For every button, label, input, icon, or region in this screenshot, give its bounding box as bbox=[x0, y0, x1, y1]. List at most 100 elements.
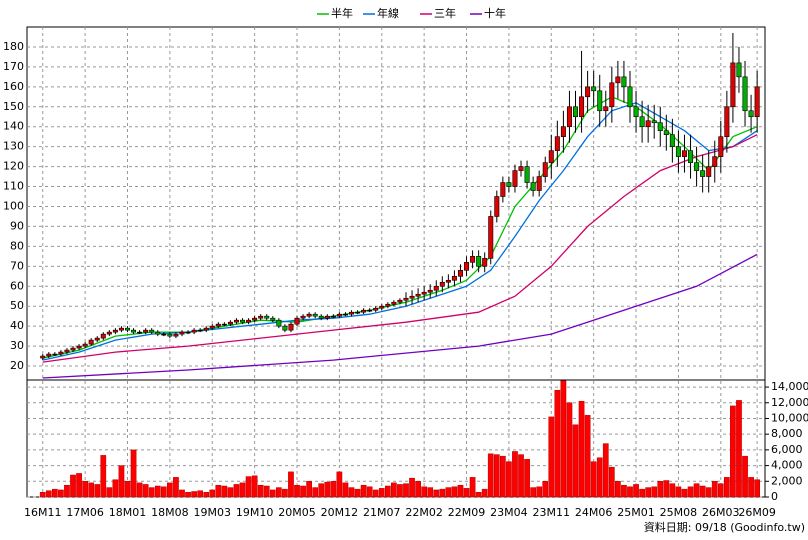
volume-bar bbox=[705, 487, 712, 498]
volume-bar bbox=[621, 484, 627, 498]
candle-body bbox=[221, 323, 227, 326]
candle-body bbox=[560, 126, 566, 137]
candle-body bbox=[700, 170, 706, 177]
volume-bar bbox=[469, 477, 476, 498]
volume-bar bbox=[518, 454, 524, 498]
volume-bar bbox=[173, 477, 179, 498]
candle-body bbox=[421, 291, 427, 295]
volume-bar bbox=[639, 488, 645, 498]
candle-body bbox=[330, 315, 336, 318]
volume-bar bbox=[669, 483, 676, 498]
volume-bar bbox=[663, 480, 670, 498]
volume-bar bbox=[481, 488, 488, 498]
volume-bar bbox=[572, 424, 579, 498]
x-tick-label: 19M03 bbox=[194, 506, 232, 519]
volume-bar bbox=[506, 461, 512, 498]
volume-bar bbox=[142, 484, 149, 498]
volume-bar bbox=[330, 481, 337, 498]
candle-body bbox=[173, 333, 179, 337]
volume-bar bbox=[58, 489, 64, 498]
candle-body bbox=[288, 323, 294, 331]
candle-body bbox=[536, 176, 542, 191]
y-tick-label: 30 bbox=[10, 339, 24, 352]
candle-body bbox=[488, 216, 494, 259]
candle-body bbox=[530, 182, 536, 191]
candle-body bbox=[415, 293, 421, 297]
candle-body bbox=[306, 313, 312, 317]
candle-body bbox=[585, 86, 591, 98]
volume-bar bbox=[312, 487, 319, 498]
y-tick-label: 150 bbox=[3, 100, 24, 113]
y2-tick-label: 6,000 bbox=[771, 443, 803, 456]
candle-body bbox=[179, 331, 185, 335]
candle-body bbox=[131, 329, 137, 333]
y-tick-label: 170 bbox=[3, 60, 24, 73]
volume-bar bbox=[439, 488, 446, 498]
volume-bar bbox=[118, 465, 125, 498]
volume-bar bbox=[160, 486, 167, 498]
volume-bar bbox=[657, 481, 664, 498]
candle-body bbox=[367, 309, 373, 312]
y2-tick-label: 12,000 bbox=[771, 396, 808, 409]
candle-body bbox=[349, 311, 355, 315]
volume-bar bbox=[487, 453, 494, 498]
candle-body bbox=[609, 82, 615, 108]
volume-bar bbox=[203, 492, 210, 498]
y2-tick-label: 4,000 bbox=[771, 459, 803, 472]
volume-bar bbox=[475, 492, 482, 498]
candle-body bbox=[688, 150, 694, 163]
volume-bar bbox=[94, 484, 101, 498]
candle-body bbox=[215, 323, 221, 327]
candle-body bbox=[694, 162, 700, 171]
candle-body bbox=[451, 275, 457, 281]
volume-bar bbox=[82, 481, 88, 498]
candle-body bbox=[712, 156, 718, 167]
candle-body bbox=[433, 285, 439, 291]
candle-body bbox=[470, 256, 476, 263]
y2-tick-label: 10,000 bbox=[771, 411, 808, 424]
y-tick-label: 60 bbox=[10, 279, 24, 292]
volume-bar bbox=[112, 479, 119, 498]
volume-bar bbox=[590, 461, 597, 498]
volume-bar bbox=[300, 485, 306, 498]
volume-bar bbox=[269, 489, 276, 498]
volume-bar bbox=[608, 466, 615, 498]
candle-body bbox=[58, 351, 64, 355]
volume-bar bbox=[197, 490, 203, 498]
y-tick-label: 40 bbox=[10, 319, 24, 332]
x-tick-label: 17M06 bbox=[66, 506, 104, 519]
volume-bar bbox=[415, 481, 421, 498]
volume-bar bbox=[445, 487, 452, 498]
volume-bar bbox=[391, 482, 397, 498]
y-tick-label: 70 bbox=[10, 259, 24, 272]
candle-body bbox=[385, 303, 391, 307]
plot-frame bbox=[26, 26, 766, 498]
candle-body bbox=[270, 317, 276, 321]
candle-body bbox=[70, 347, 76, 351]
candle-body bbox=[197, 329, 203, 332]
volume-bar bbox=[754, 479, 760, 498]
volume-bar bbox=[693, 483, 700, 498]
candle-body bbox=[506, 182, 512, 187]
candle-body bbox=[300, 315, 306, 319]
candle-body bbox=[518, 166, 524, 171]
volume-bar bbox=[748, 477, 754, 498]
candle-body bbox=[143, 329, 149, 333]
candle-body bbox=[149, 329, 155, 333]
candle-body bbox=[409, 295, 415, 299]
candle-body bbox=[282, 325, 288, 331]
candle-body bbox=[445, 279, 451, 283]
y-tick-label: 110 bbox=[3, 180, 24, 193]
candle-body bbox=[482, 258, 488, 267]
candle-body bbox=[155, 331, 161, 335]
y2-tick-label: 8,000 bbox=[771, 427, 803, 440]
candle-body bbox=[373, 307, 379, 311]
candle-body bbox=[736, 62, 742, 78]
candle-body bbox=[40, 355, 46, 359]
volume-bar bbox=[409, 477, 415, 498]
candle-body bbox=[318, 315, 324, 319]
volume-bar bbox=[421, 486, 428, 498]
y-tick-label: 120 bbox=[3, 160, 24, 173]
volume-bar bbox=[51, 488, 58, 498]
x-tick-label: 21M07 bbox=[363, 506, 401, 519]
